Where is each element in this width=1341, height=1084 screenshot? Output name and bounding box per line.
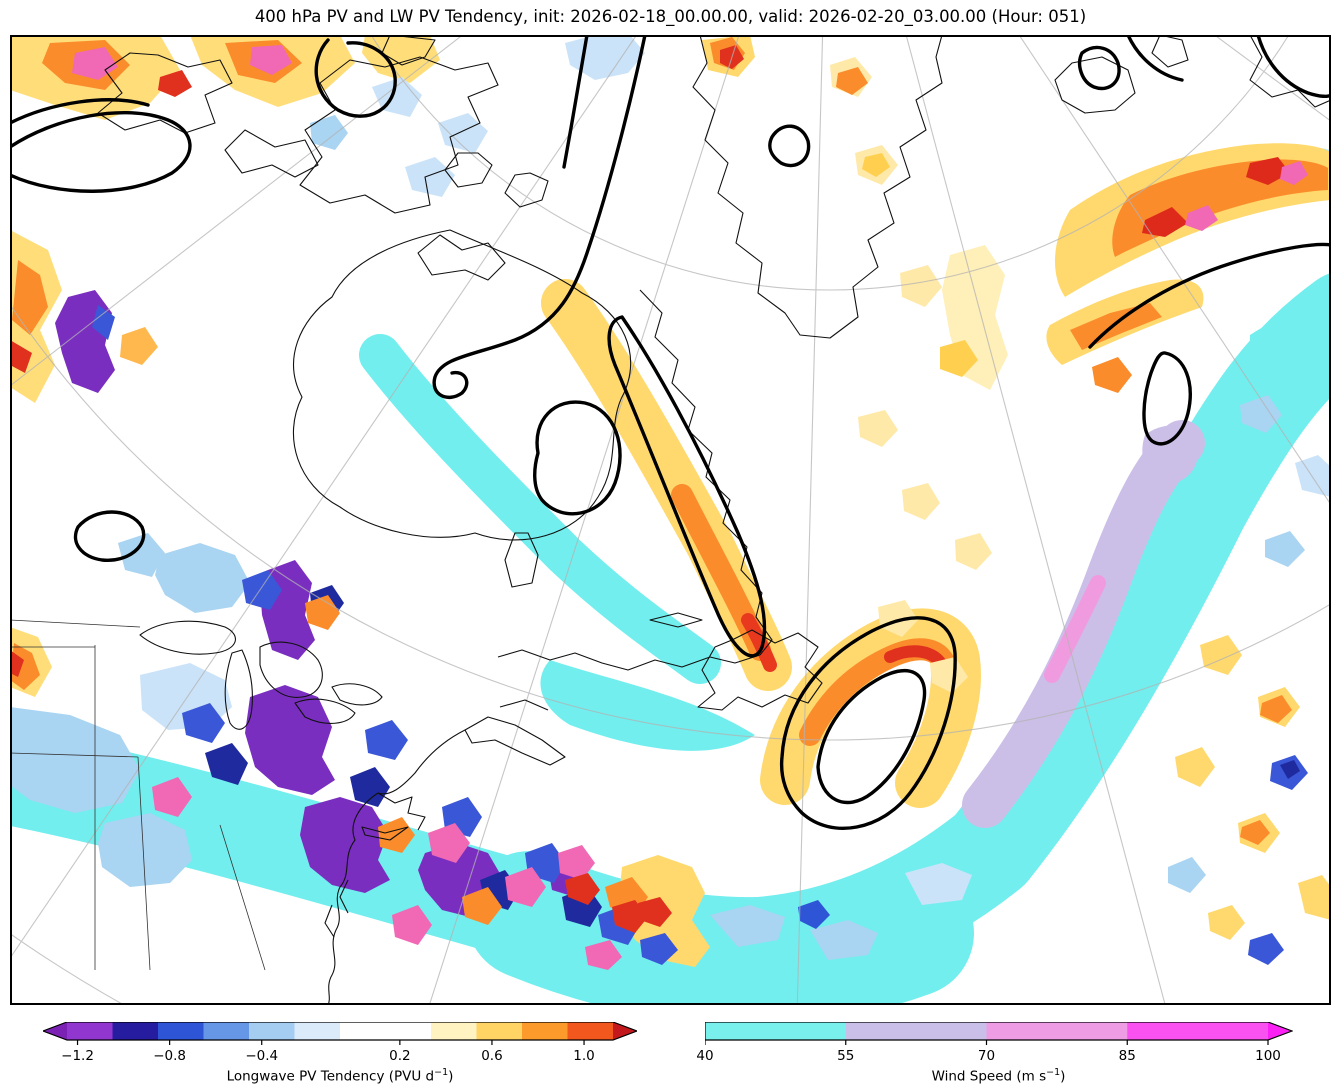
coastlines (97, 35, 1331, 1005)
colorbar-tick-label: −0.8 (153, 1048, 187, 1064)
map-frame (10, 35, 1331, 1005)
colorbar-tick-label: −0.4 (245, 1048, 279, 1064)
colorbar-tick-label: 0.6 (481, 1048, 503, 1064)
colorbar-tick-label: 1.0 (573, 1048, 595, 1064)
lw-colorbar-label: Longwave PV Tendency (PVU d−1) (226, 1067, 454, 1084)
colorbar-tick-label: 40 (696, 1048, 714, 1064)
state-borders (10, 619, 266, 971)
colorbar-tick-label: −1.2 (61, 1048, 94, 1064)
wind-colorbar-label: Wind Speed (m s−1) (931, 1067, 1066, 1084)
colorbar-tick-label: 100 (1255, 1048, 1281, 1064)
gridlines (10, 35, 1331, 1005)
figure-title: 400 hPa PV and LW PV Tendency, init: 202… (254, 7, 1087, 26)
map-canvas (10, 35, 1331, 1005)
wind-speed-colorbar (705, 1022, 1293, 1045)
pv-tendency-fill-layer (10, 35, 1331, 970)
lw-pv-tendency-colorbar (43, 1022, 637, 1045)
pv-contours (10, 35, 1331, 830)
colorbar-tick-label: 85 (1118, 1048, 1136, 1064)
colorbar-tick-label: 70 (977, 1048, 996, 1064)
colorbar-tick-label: 0.2 (389, 1048, 411, 1064)
colorbar-tick-label: 55 (837, 1048, 855, 1064)
